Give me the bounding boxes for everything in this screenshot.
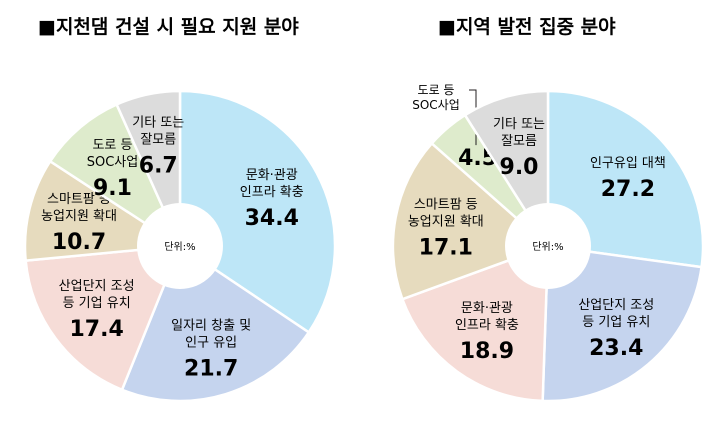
pie1-slice-1-value: 23.4 [589, 336, 643, 361]
pie1-center-hole [505, 203, 591, 289]
pie0-slice-5-value: 6.7 [139, 153, 178, 178]
pie0-slice-4-label-line-0: 도로 등 [92, 138, 132, 153]
pie1-slice-3 [391, 141, 551, 301]
pie0-slice-3-value: 10.7 [52, 230, 106, 255]
pie0-slice-2-value: 17.4 [69, 317, 123, 342]
pie1-slice-3-label-line-0: 스마트팜 등 [414, 198, 478, 213]
pie0-slice-1-value: 21.7 [184, 356, 238, 381]
pie0-slice-1-label-line-0: 일자리 창출 및 [171, 318, 251, 333]
pie0-slice-4 [48, 102, 183, 250]
pie1-slice-5 [463, 89, 550, 251]
pie1-slice-2 [400, 244, 550, 403]
pie1-slice-1 [541, 244, 703, 403]
chart-title-left: ■지천댐 건설 시 필요 지원 분야 [38, 16, 299, 38]
pie0-center-hole [137, 203, 223, 289]
pie0-slice-0-label-line-1: 인프라 확충 [240, 185, 304, 200]
pie0-slice-2 [24, 244, 182, 392]
pie0-slice-5-label-line-0: 기타 또는 [132, 115, 184, 130]
pie0-slice-0-label-line-0: 문화·관광 [246, 168, 298, 183]
pie1-slice-2-label-line-0: 문화·관광 [461, 301, 513, 316]
pie1-slice-5-label-line-1: 잘모름 [501, 134, 537, 149]
pie0-unit-label: 단위:% [164, 240, 195, 253]
chart-title-right: ■지역 발전 집중 분야 [438, 16, 616, 38]
pie0-slice-5-label-line-1: 잘모름 [140, 132, 176, 147]
pie0-slice-4-value: 9.1 [93, 176, 132, 201]
pie0-slice-0 [178, 89, 337, 335]
pie1-slice-0-value: 27.2 [601, 177, 655, 202]
pie1-slice-1-label-line-0: 산업단지 조성 [578, 298, 654, 313]
pie1-slice-2-label-line-1: 인프라 확충 [455, 318, 519, 333]
pie1-slice-5-value: 9.0 [500, 155, 539, 180]
pie1-slice-5-label-line-0: 기타 또는 [493, 117, 545, 132]
pie1-slice-4-label-line-0: 도로 등 [418, 83, 455, 97]
pie1-slice-3-label-line-1: 농업지원 확대 [408, 215, 484, 230]
pie1-slice-0 [546, 89, 705, 269]
pie1-slice-1-label-line-1: 등 기업 유치 [582, 315, 650, 330]
pie0-slice-3-label-line-0: 스마트팜 등 [47, 192, 111, 207]
pie1-unit-label: 단위:% [532, 240, 563, 253]
pie1-slice-4-label-line-1: SOC사업 [412, 98, 460, 112]
pie0-slice-4-label-line-1: SOC사업 [87, 155, 138, 170]
pie0-slice-3-label-line-1: 농업지원 확대 [41, 209, 117, 224]
pie0-slice-0-value: 34.4 [245, 206, 299, 231]
pie1-slice-3-value: 17.1 [419, 236, 473, 261]
pie1-slice-2-value: 18.9 [460, 339, 514, 364]
pie0-slice-1-label-line-1: 인구 유입 [185, 335, 237, 350]
pie0-slice-2-label-line-1: 등 기업 유치 [63, 296, 131, 311]
pie0-slice-2-label-line-0: 산업단지 조성 [59, 279, 135, 294]
pie1-slice-0-label-line-0: 인구유입 대책 [590, 156, 666, 171]
